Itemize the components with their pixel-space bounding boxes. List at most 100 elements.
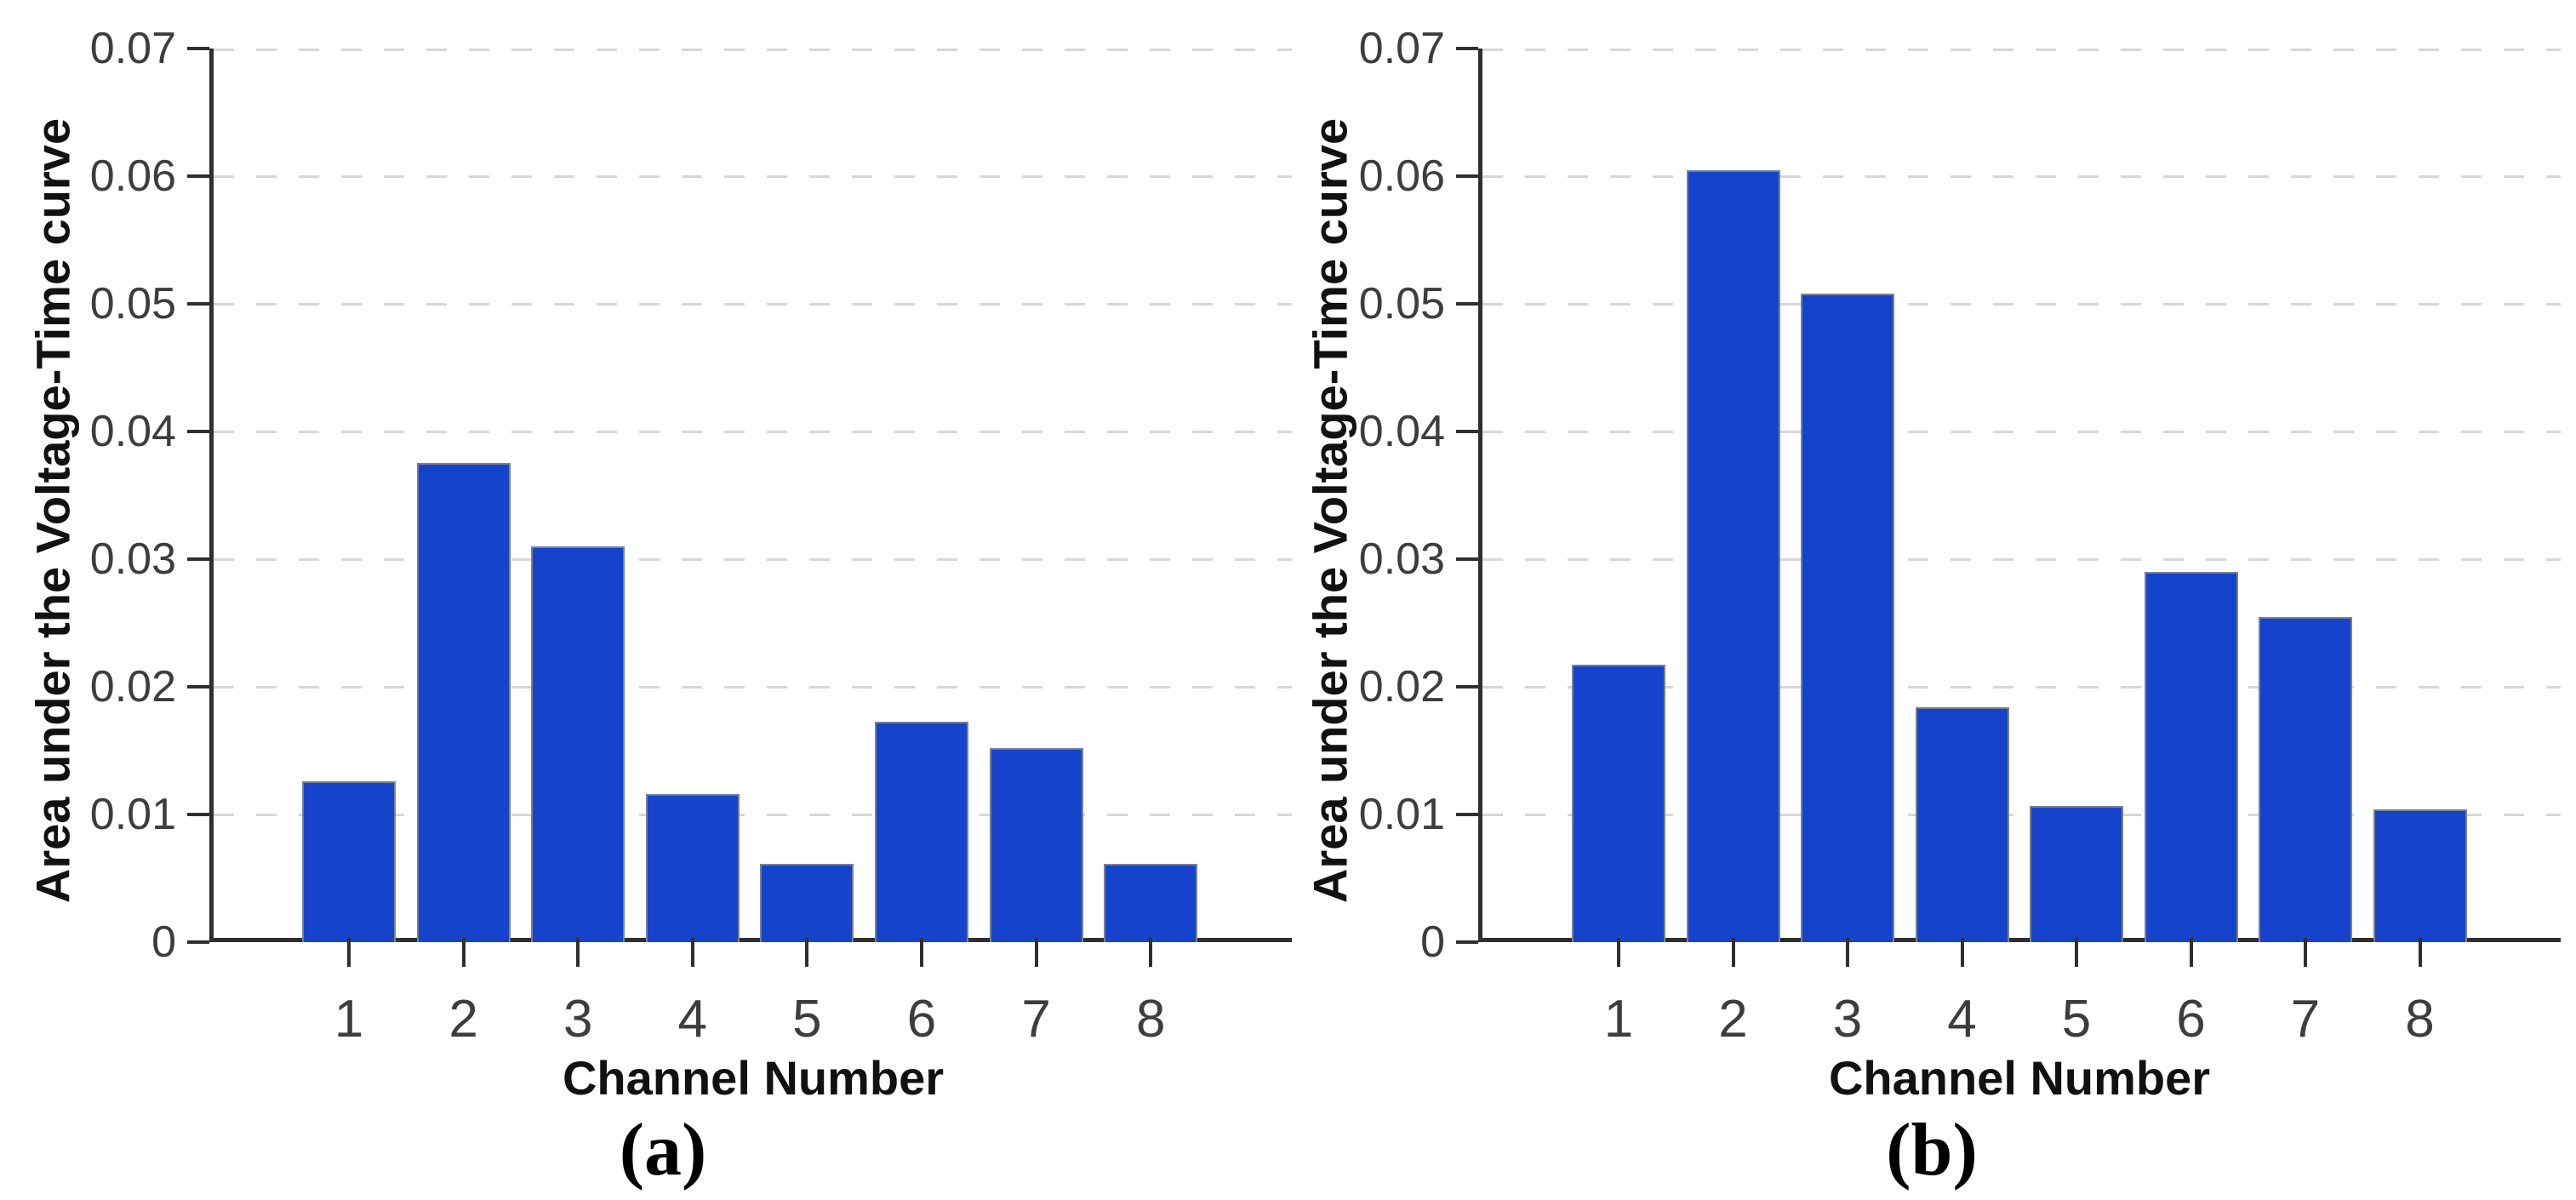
x-axis-label: Channel Number [562,1051,945,1105]
y-tick [1456,430,1478,433]
y-tick-label: 0.01 [89,790,176,839]
gridline [1482,49,2561,51]
x-tick [347,938,351,967]
bar-channel-4 [1915,707,2009,942]
x-tick-label: 4 [677,990,708,1049]
x-tick-label: 6 [2176,990,2206,1049]
y-tick [1456,685,1478,689]
x-tick [920,938,923,967]
bar-channel-6 [2144,572,2238,942]
bar-channel-3 [1801,294,1894,942]
y-tick [1456,302,1478,306]
gridline [214,814,1292,816]
y-tick-label: 0.02 [1358,662,1445,711]
gridline [1482,686,2561,689]
bar-channel-5 [2030,806,2123,942]
y-tick [1456,813,1478,816]
bar-channel-7 [989,748,1083,942]
bar-channel-1 [302,781,396,942]
y-tick-label: 0.07 [89,24,176,73]
gridline [1482,431,2561,433]
x-tick [2189,938,2193,967]
x-tick-label: 5 [792,990,822,1049]
plot-area-b: 0 0.01 0.02 0.03 0.04 0.05 0.06 0.07 1 2 3 4 5 6 7 8 [1359,26,2561,1049]
panel-a: Area under the Voltage-Time curve 0 0.01 0… [26,26,1292,1191]
x-tick [690,938,694,967]
y-tick [187,813,209,816]
gridline [1482,558,2561,561]
x-tick [576,938,580,967]
gridline [1482,814,2561,816]
y-tick-label: 0 [1420,917,1445,967]
y-tick [1456,940,1478,944]
y-axis-label: Area under the Voltage-Time curve [26,117,80,904]
x-tick [2418,938,2422,967]
x-tick [1960,938,1964,967]
y-tick [1456,557,1478,561]
y-tick-label: 0.06 [1358,151,1445,201]
x-tick [1617,938,1620,967]
x-tick-label: 8 [1135,990,1166,1049]
bar-channel-8 [1104,864,1198,942]
bar-channel-8 [2373,809,2467,942]
bar-channel-7 [2259,617,2352,942]
y-tick-label: 0.06 [89,151,176,201]
bar-channel-5 [760,864,854,942]
x-tick-label: 2 [448,990,478,1049]
x-tick-label: 7 [2290,990,2321,1049]
x-tick [805,938,809,967]
x-tick [2075,938,2078,967]
bar-channel-1 [1572,665,1665,942]
gridline [214,686,1292,689]
y-tick [187,940,209,944]
gridline [1482,175,2561,178]
x-tick-label: 1 [1603,990,1634,1049]
gridline [214,175,1292,178]
x-tick-label: 2 [1718,990,1748,1049]
x-tick [2304,938,2307,967]
bar-channel-4 [645,794,740,942]
x-tick-label: 8 [2405,990,2435,1049]
y-tick [187,685,209,689]
bar-channel-2 [1686,170,1780,942]
x-tick-label: 6 [906,990,937,1049]
gridline [214,303,1292,306]
x-tick [1034,938,1038,967]
panel-caption-a: (a) [619,1109,707,1191]
x-tick [461,938,466,967]
y-tick [187,430,209,433]
y-tick-label: 0.01 [1358,790,1445,839]
x-tick [1846,938,1849,967]
plot-area-a: 0 0.01 0.02 0.03 0.04 0.05 0.06 0.07 1 2 3 4 5 6 7 8 [90,26,1292,1049]
y-tick-label: 0 [151,917,176,967]
x-tick-label: 5 [2061,990,2092,1049]
bar-channel-2 [416,463,511,942]
x-tick-label: 3 [563,990,593,1049]
y-tick [187,174,209,178]
x-axis-label: Channel Number [1828,1051,2211,1105]
gridline [1482,303,2561,306]
bar-channel-3 [531,546,625,942]
y-tick-label: 0.05 [1358,279,1445,329]
gridline [214,558,1292,561]
y-axis-label: Area under the Voltage-Time curve [1303,117,1357,904]
y-tick [1456,174,1478,178]
y-tick-label: 0.03 [89,534,176,584]
gridline [214,431,1292,433]
y-tick-label: 0.02 [89,662,176,711]
y-tick-label: 0.04 [1358,407,1445,456]
x-tick-label: 4 [1947,990,1977,1049]
panel-caption-b: (b) [1886,1109,1978,1191]
bar-channel-6 [875,722,968,942]
gridline [214,49,1292,51]
y-tick [187,47,209,50]
x-tick-label: 1 [334,990,364,1049]
panel-b: Area under the Voltage-Time curve 0 0.01 0… [1288,0,2576,1200]
x-tick [1149,938,1153,967]
y-tick-label: 0.04 [89,407,176,456]
y-tick-label: 0.05 [89,279,176,329]
y-tick [1456,47,1478,50]
x-tick [1731,938,1735,967]
y-tick-label: 0.03 [1358,534,1445,584]
